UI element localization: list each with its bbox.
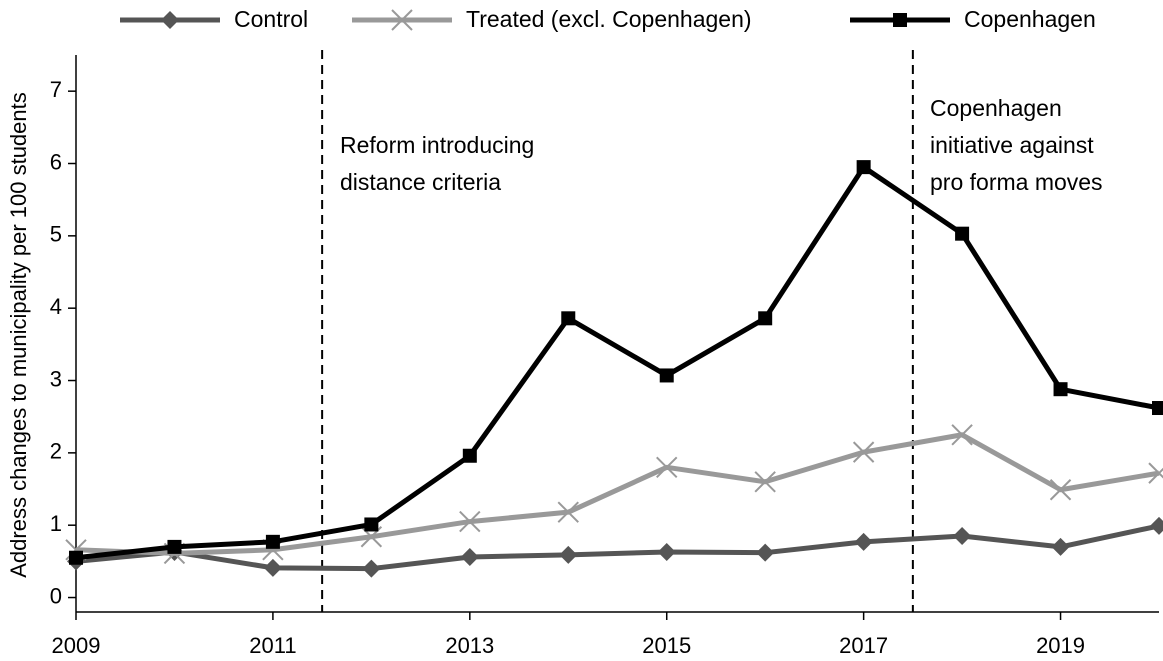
data-point	[460, 548, 479, 567]
data-point	[951, 424, 973, 446]
data-point	[69, 550, 83, 565]
data-point	[1148, 462, 1163, 484]
x-tick-label: 2015	[642, 633, 691, 658]
y-axis-label: Address changes to municipality per 100 …	[6, 92, 31, 578]
data-point	[459, 510, 481, 533]
data-point	[265, 534, 280, 549]
legend-label: Treated (excl. Copenhagen)	[466, 6, 752, 32]
legend-marker	[391, 9, 413, 31]
x-tick-label: 2019	[1036, 633, 1085, 658]
y-tick-label: 3	[50, 366, 62, 391]
data-point	[167, 539, 182, 554]
data-point	[561, 311, 576, 326]
annotation: distance criteria	[340, 169, 501, 195]
y-tick-label: 1	[50, 511, 62, 536]
data-point	[263, 558, 282, 577]
data-point	[852, 441, 875, 463]
y-tick-label: 2	[50, 439, 62, 464]
data-point	[854, 532, 873, 551]
legend-label: Control	[234, 6, 308, 32]
data-point	[953, 527, 972, 546]
data-point	[657, 542, 676, 561]
data-point	[756, 543, 775, 562]
data-point	[758, 311, 773, 326]
x-tick-label: 2009	[52, 633, 101, 658]
data-point	[656, 456, 678, 479]
data-point	[1150, 516, 1163, 535]
series-line	[75, 432, 1160, 556]
legend-marker	[893, 13, 907, 27]
series-line	[75, 523, 1160, 572]
x-tick-label: 2011	[249, 633, 296, 658]
y-tick-label: 0	[50, 583, 62, 608]
y-tick-label: 7	[50, 77, 62, 102]
data-point	[1152, 401, 1163, 416]
y-tick-label: 5	[50, 222, 62, 247]
legend-marker	[161, 11, 179, 29]
annotation: pro forma moves	[930, 169, 1103, 195]
x-tick-label: 2017	[839, 633, 888, 658]
data-point	[955, 226, 970, 241]
data-point	[364, 517, 379, 532]
data-point	[754, 471, 776, 493]
data-point	[559, 545, 578, 564]
data-point	[1051, 537, 1070, 556]
data-point	[557, 501, 579, 523]
series-line	[75, 164, 1160, 561]
y-tick-label: 4	[50, 294, 62, 319]
annotation: Copenhagen	[930, 95, 1062, 121]
data-point	[1049, 479, 1072, 501]
data-point	[659, 368, 674, 383]
x-tick-label: 2013	[445, 633, 494, 658]
legend-label: Copenhagen	[964, 6, 1096, 32]
annotation: initiative against	[930, 132, 1094, 158]
data-point	[362, 559, 381, 578]
data-point	[856, 160, 871, 175]
y-tick-label: 6	[50, 149, 62, 174]
annotation: Reform introducing	[340, 132, 534, 158]
data-point	[462, 448, 477, 463]
data-point	[1053, 382, 1068, 397]
